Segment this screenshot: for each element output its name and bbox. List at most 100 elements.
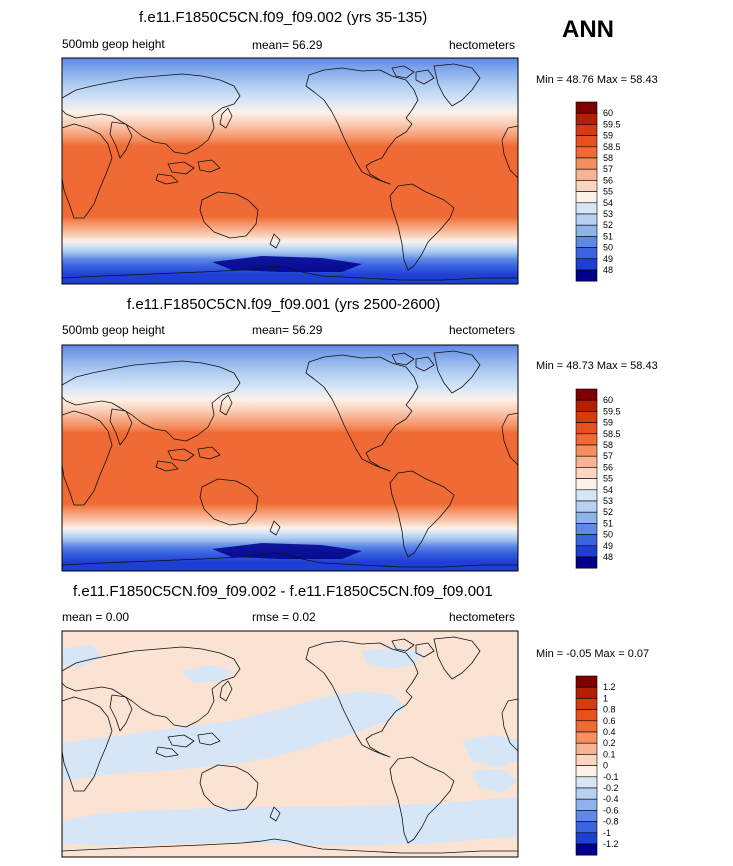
panel-2-left-label: 500mb geop height [62,323,165,337]
panel-1-colorbar-swatch-13 [575,247,598,260]
panel-3-minmax: Min = -0.05 Max = 0.07 [536,648,650,660]
panel-3-colorbar-tick-label-12: -0.8 [603,817,619,827]
panel-3-colorbar-swatch-11 [575,798,598,811]
panel-2-title: f.e11.F1850C5CN.f09_f09.001 (yrs 2500-26… [127,296,441,313]
panel-3-colorbar: 1.21 0.80.60.40.20.1 0-0.1-0.2-0.4-0.6 -0.8… [575,675,619,856]
panel-1-colorbar-swatch-1 [575,112,598,125]
panel-1-colorbar-tick-label-1: 59.5 [603,119,621,129]
panel-2-colorbar-swatch-15 [575,556,598,569]
panel-1-title: f.e11.F1850C5CN.f09_f09.002 (yrs 35-135) [139,9,428,26]
panel-1-colorbar-tick-label-0: 60 [603,108,613,118]
panel-1-left-label: 500mb geop height [62,37,165,51]
panel-3-colorbar-swatch-5 [575,731,598,744]
panel-2-colorbar-tick-label-13: 49 [603,541,613,551]
panel-3-colorbar-swatch-1 [575,686,598,699]
panel-2-colorbar-swatch-0 [575,388,598,401]
panel-3-units-label: hectometers [449,610,516,624]
panel-1-minmax: Min = 48.76 Max = 58.43 [536,74,658,86]
panel-1-units-label: hectometers [449,38,516,52]
panel-1-colorbar-swatch-4 [575,146,598,159]
panel-2-colorbar-swatch-13 [575,534,598,547]
panel-1-colorbar-tick-label-4: 58 [603,153,613,163]
panel-2-colorbar-tick-label-7: 55 [603,474,613,484]
panel-3-colorbar-tick-label-1: 1 [603,693,608,703]
panel-3-colorbar-tick-label-11: -0.6 [603,805,619,815]
panel-1-colorbar-swatch-6 [575,168,598,181]
panel-1-colorbar-swatch-14 [575,258,598,271]
panel-3-colorbar-tick-label-7: 0 [603,761,608,771]
panel-3-colorbar-swatch-13 [575,821,598,834]
panel-3-colorbar-tick-label-14: -1.2 [603,839,619,849]
panel-1-colorbar-swatch-11 [575,224,598,237]
panel-1-colorbar-tick-label-8: 54 [603,198,613,208]
panel-2-colorbar-tick-label-10: 52 [603,507,613,517]
panel-3-colorbar-swatch-0 [575,675,598,688]
panel-2-colorbar-tick-label-1: 59.5 [603,406,621,416]
panel-2-colorbar-tick-label-11: 51 [603,518,613,528]
panel-1-colorbar-swatch-8 [575,191,598,204]
panel-2-minmax: Min = 48.73 Max = 58.43 [536,360,658,372]
panel-1-colorbar-tick-label-2: 59 [603,131,613,141]
panel-2-colorbar-tick-label-5: 57 [603,451,613,461]
panel-3-colorbar-tick-label-9: -0.2 [603,783,619,793]
panel-3-colorbar-tick-label-8: -0.1 [603,772,619,782]
panel-2-mean-label: mean= 56.29 [252,323,323,337]
panel-3-mean-label: mean = 0.00 [62,610,130,624]
panel-1-colorbar-swatch-5 [575,157,598,170]
panel-1-colorbar-tick-label-10: 52 [603,220,613,230]
panel-3-colorbar-swatch-2 [575,698,598,710]
panel-3-colorbar-swatch-12 [575,810,598,822]
panel-1-map [61,57,519,285]
panel-1-colorbar-swatch-7 [575,180,598,192]
panel-2-colorbar-tick-label-14: 48 [603,552,613,562]
panel-2-colorbar-swatch-7 [575,467,598,479]
panel-2-colorbar-tick-label-12: 50 [603,530,613,540]
panel-3-colorbar-swatch-9 [575,776,598,789]
panel-2-colorbar-tick-label-8: 54 [603,485,613,495]
panel-2-colorbar-tick-label-6: 56 [603,462,613,472]
panel-3-colorbar-tick-label-3: 0.6 [603,716,616,726]
panel-2-colorbar-swatch-14 [575,545,598,558]
panel-3-colorbar-tick-label-4: 0.4 [603,727,616,737]
panel-2-colorbar-swatch-6 [575,455,598,468]
panel-2-colorbar-swatch-9 [575,489,598,502]
panel-2-colorbar-swatch-10 [575,500,598,513]
panel-1-colorbar-tick-label-14: 48 [603,265,613,275]
panel-1-colorbar-swatch-12 [575,236,598,248]
panel-1-colorbar-swatch-0 [575,101,598,114]
panel-3-rmse-label: rmse = 0.02 [252,610,316,624]
panel-1-colorbar-tick-label-11: 51 [603,231,613,241]
panel-3-colorbar-swatch-10 [575,787,598,800]
panel-1-colorbar-tick-label-9: 53 [603,209,613,219]
panel-2-colorbar-swatch-12 [575,523,598,535]
panel-1-colorbar-swatch-3 [575,135,598,148]
panel-1-colorbar-tick-label-13: 49 [603,254,613,264]
panel-2-colorbar-swatch-8 [575,478,598,491]
panel-3-colorbar-tick-label-6: 0.1 [603,749,616,759]
panel-1-colorbar-tick-label-6: 56 [603,175,613,185]
panel-2-colorbar-swatch-5 [575,444,598,457]
panel-2-colorbar-tick-label-9: 53 [603,496,613,506]
panel-1-mean-label: mean= 56.29 [252,38,323,52]
panel-1-colorbar-swatch-9 [575,202,598,215]
panel-1-colorbar-tick-label-12: 50 [603,243,613,253]
panel-1-colorbar-tick-label-7: 55 [603,187,613,197]
panel-2-colorbar-swatch-2 [575,411,598,423]
season-label: ANN [562,16,614,43]
panel-1-colorbar-swatch-15 [575,269,598,282]
panel-2-colorbar-tick-label-0: 60 [603,395,613,405]
panel-3-colorbar-swatch-4 [575,720,598,733]
panel-3-colorbar-swatch-15 [575,843,598,856]
panel-2-colorbar-tick-label-4: 58 [603,440,613,450]
panel-2-map [61,344,519,572]
panel-3-colorbar-swatch-7 [575,754,598,766]
panel-3-colorbar-tick-label-10: -0.4 [603,794,619,804]
panel-3-colorbar-tick-label-0: 1.2 [603,682,616,692]
panel-3-colorbar-swatch-8 [575,765,598,778]
panel-2-colorbar-tick-label-3: 58.5 [603,429,621,439]
panel-3-colorbar-tick-label-5: 0.2 [603,738,616,748]
